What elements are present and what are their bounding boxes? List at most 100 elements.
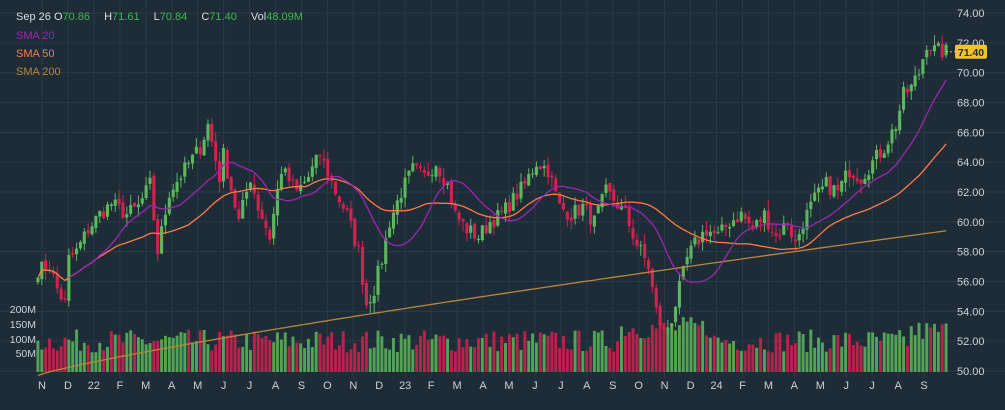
x-tick-label: S bbox=[298, 380, 305, 392]
candle-body bbox=[140, 198, 144, 204]
candle-body bbox=[627, 206, 631, 226]
candle-body bbox=[75, 248, 79, 255]
candle-body bbox=[554, 178, 558, 192]
volume-bar bbox=[639, 338, 643, 372]
volume-bar bbox=[241, 346, 245, 372]
candle-body bbox=[187, 163, 191, 165]
legend-sma-50[interactable]: SMA 50 bbox=[16, 48, 55, 60]
candle-body bbox=[677, 280, 681, 308]
volume-bar bbox=[917, 322, 921, 372]
candle-body bbox=[720, 224, 724, 231]
volume-bar bbox=[129, 330, 133, 372]
volume-bar bbox=[507, 334, 511, 372]
candle-body bbox=[167, 197, 171, 214]
volume-bar bbox=[198, 330, 202, 372]
legend-sma-200[interactable]: SMA 200 bbox=[16, 66, 61, 78]
candle-body bbox=[685, 256, 689, 265]
header-date: Sep 26 bbox=[16, 11, 51, 23]
candle-body bbox=[449, 181, 453, 204]
volume-bar bbox=[647, 337, 650, 372]
volume-bar bbox=[191, 342, 194, 372]
volume-bar bbox=[905, 345, 909, 372]
volume-bar bbox=[237, 347, 241, 372]
volume-bar bbox=[283, 332, 287, 372]
volume-bar bbox=[349, 349, 353, 372]
legend-sma-20[interactable]: SMA 20 bbox=[16, 30, 55, 42]
volume-bar bbox=[175, 335, 179, 372]
candle-body bbox=[929, 50, 933, 52]
candle-body bbox=[82, 231, 86, 244]
x-tick-label: M bbox=[193, 380, 202, 392]
candle-body bbox=[476, 238, 481, 241]
candle-body bbox=[793, 239, 797, 242]
volume-bar bbox=[562, 335, 565, 372]
candle-body bbox=[473, 223, 477, 239]
candle-body bbox=[739, 211, 743, 222]
volume-bar bbox=[527, 340, 531, 372]
candle-body bbox=[109, 204, 113, 207]
candle-body bbox=[604, 184, 608, 194]
candle-body bbox=[218, 161, 222, 183]
candle-body bbox=[480, 225, 484, 241]
volume-bar bbox=[820, 342, 824, 372]
volume-bar bbox=[98, 342, 102, 372]
volume-bar bbox=[306, 338, 310, 372]
volume-bar bbox=[368, 348, 372, 372]
volume-bar bbox=[426, 339, 430, 372]
volume-bar bbox=[117, 334, 121, 372]
candle-body bbox=[902, 86, 906, 110]
volume-bar bbox=[75, 329, 79, 372]
volume-bar bbox=[446, 338, 450, 372]
candle-body bbox=[303, 181, 307, 183]
volume-bar bbox=[78, 350, 82, 372]
candle-body bbox=[283, 168, 287, 173]
candle-body bbox=[86, 229, 90, 234]
volume-bar bbox=[944, 323, 948, 372]
volume-bar bbox=[662, 322, 666, 372]
x-tick-label: D bbox=[375, 380, 383, 392]
candle-body bbox=[816, 187, 821, 193]
candle-body bbox=[874, 149, 879, 160]
candle-body bbox=[144, 185, 148, 199]
volume-bar bbox=[59, 346, 63, 372]
volume-bar bbox=[616, 341, 620, 372]
volume-bar bbox=[847, 333, 851, 372]
candle-body bbox=[561, 203, 566, 210]
candle-body bbox=[909, 84, 913, 92]
volume-bar bbox=[840, 346, 844, 372]
candle-body bbox=[755, 220, 759, 228]
volume-bar bbox=[44, 347, 48, 372]
candle-body bbox=[160, 226, 164, 254]
x-tick-label: J bbox=[843, 380, 849, 392]
volume-bar bbox=[612, 351, 616, 372]
x-tick-label: J bbox=[221, 380, 227, 392]
x-tick-label: 24 bbox=[710, 380, 722, 392]
volume-bar bbox=[558, 348, 562, 372]
volume-bar bbox=[287, 346, 291, 372]
candle-body bbox=[105, 204, 110, 217]
volume-bar bbox=[136, 337, 140, 372]
candle-body bbox=[511, 192, 515, 211]
volume-bar bbox=[546, 335, 550, 372]
candle-body bbox=[372, 295, 376, 304]
candle-body bbox=[399, 197, 403, 203]
volume-bar bbox=[554, 332, 558, 372]
volume-bar bbox=[515, 333, 519, 372]
candle-body bbox=[670, 323, 674, 327]
volume-bar bbox=[407, 335, 411, 372]
volume-bar bbox=[419, 335, 422, 372]
volume-bar bbox=[341, 331, 345, 372]
volume-bar bbox=[357, 351, 361, 372]
candle-body bbox=[782, 223, 786, 235]
candle-body bbox=[666, 327, 670, 329]
x-tick-label: M bbox=[816, 380, 825, 392]
candle-body bbox=[724, 225, 728, 228]
candle-body bbox=[932, 45, 937, 52]
candle-body bbox=[708, 231, 712, 237]
candle-body bbox=[859, 179, 863, 184]
candle-body bbox=[585, 203, 589, 206]
volume-bar bbox=[415, 344, 419, 372]
candle-body bbox=[592, 215, 596, 227]
volume-bar bbox=[484, 333, 488, 372]
